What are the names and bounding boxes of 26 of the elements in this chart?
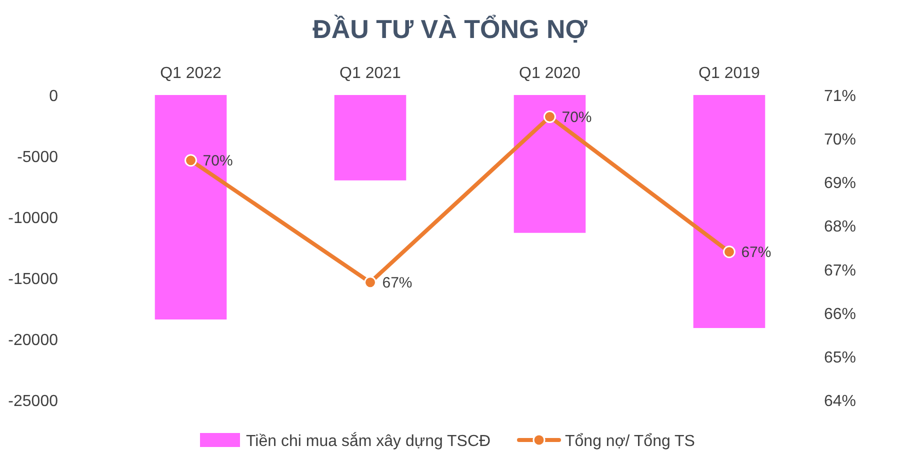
y2-tick-label: 71% <box>824 88 856 105</box>
x-tick-label: Q1 2019 <box>698 65 760 82</box>
chart-title: ĐẦU TƯ VÀ TỔNG NỢ <box>312 14 588 44</box>
y2-tick-label: 65% <box>824 349 856 366</box>
legend-label: Tiền chi mua sắm xây dựng TSCĐ <box>246 432 491 450</box>
point <box>184 154 198 167</box>
y2-tick-label: 66% <box>824 306 856 323</box>
point <box>722 246 736 258</box>
y-tick-label: -15000 <box>8 271 58 288</box>
point <box>364 276 377 289</box>
x-tick-label: Q1 2021 <box>340 65 402 82</box>
y2-tick-label: 68% <box>824 218 856 236</box>
data-label: 67% <box>382 274 412 292</box>
x-tick-label: Q1 2020 <box>519 65 581 82</box>
point <box>543 110 556 124</box>
legend-label: Tổng nợ/ Tổng TS <box>565 433 695 450</box>
y2-tick-label: 67% <box>824 262 856 280</box>
y2-tick-label: 70% <box>824 132 856 149</box>
y-tick-label: -5000 <box>17 149 58 166</box>
y2-tick-label: 69% <box>824 175 856 192</box>
y-tick-label: -25000 <box>8 393 58 410</box>
y-tick-label: -20000 <box>8 332 58 349</box>
y2-tick-label: 64% <box>824 393 856 410</box>
x-tick-label: Q1 2022 <box>160 65 222 82</box>
y-tick-label: -10000 <box>8 210 58 227</box>
y-tick-label: 0 <box>49 88 58 105</box>
